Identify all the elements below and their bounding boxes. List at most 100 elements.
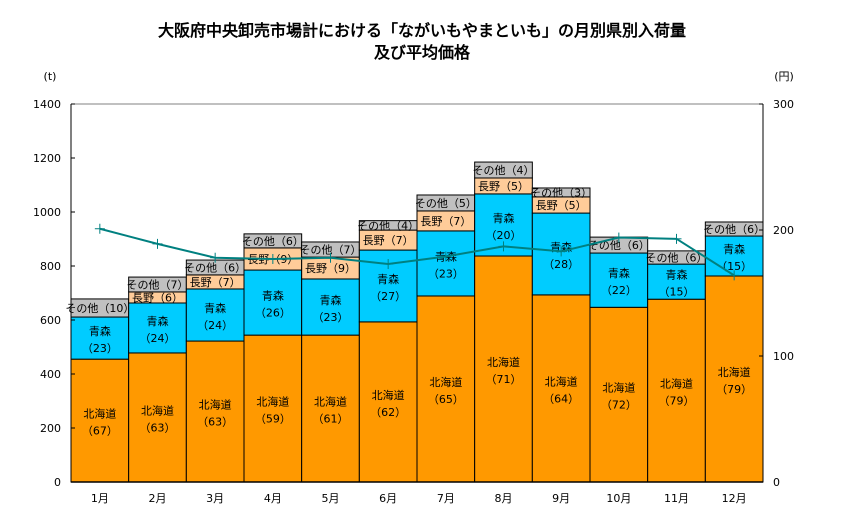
segment-label-name: 長野 xyxy=(190,276,212,289)
left-axis-tick-label: 1200 xyxy=(33,152,61,165)
segment-label-share: （5） xyxy=(500,180,529,193)
segment-label-share: （7） xyxy=(160,278,189,291)
x-axis-category-label: 3月 xyxy=(206,492,224,505)
bar-segment-1-5 xyxy=(301,334,360,483)
segment-label: その他（5） xyxy=(415,197,477,210)
segment-label: 長野（7） xyxy=(363,234,414,247)
segment-label-share: （15） xyxy=(659,286,695,299)
segment-label-name: 北海道 xyxy=(314,395,347,409)
segment-label-name: 北海道 xyxy=(83,407,116,421)
price-marker xyxy=(440,251,451,262)
right-axis-tick-label: 0 xyxy=(773,476,780,489)
x-axis-category-label: 6月 xyxy=(379,492,397,505)
segment-label-share: （63） xyxy=(140,421,176,434)
segment-label: 長野（5） xyxy=(536,199,587,212)
right-axis-unit: (円) xyxy=(774,70,794,83)
segment-label-share: （20） xyxy=(486,229,522,242)
segment-label: その他（3） xyxy=(530,186,592,199)
segment-label: その他（4） xyxy=(357,219,419,232)
segment-label-name: 北海道 xyxy=(718,365,751,379)
left-axis-tick-label: 400 xyxy=(40,368,61,381)
segment-label: 長野（6） xyxy=(132,291,183,304)
segment-label-name: その他 xyxy=(357,219,390,232)
x-axis-category-label: 11月 xyxy=(664,492,689,505)
segment-label-share: （27） xyxy=(370,290,406,303)
chart-title: 大阪府中央卸売市場計における「ながいもやまといも」の月別県別入荷量 xyxy=(158,21,686,40)
segment-label-share: （7） xyxy=(442,215,471,228)
bar-segment-1-6 xyxy=(358,321,418,483)
segment-label-name: 北海道 xyxy=(545,374,578,388)
segment-label-share: （4） xyxy=(506,164,535,177)
segment-label-share: （79） xyxy=(716,383,752,396)
segment-label-share: （23） xyxy=(313,311,349,324)
segment-label-share: （63） xyxy=(197,416,233,429)
bar-segment-1-3 xyxy=(185,340,245,483)
segment-label-share: （7） xyxy=(212,276,241,289)
bar-segment-1-8 xyxy=(474,255,533,483)
segment-label-name: 青森 xyxy=(320,293,342,307)
segment-label-name: その他 xyxy=(703,223,736,236)
right-axis-tick-label: 200 xyxy=(773,224,794,237)
segment-label-name: 長野 xyxy=(305,262,327,275)
left-axis-unit: (t) xyxy=(44,70,57,83)
bar-segment-2-3 xyxy=(185,288,245,342)
bar-segment-2-10 xyxy=(589,252,649,308)
bar-segment-1-1 xyxy=(70,358,130,483)
segment-label-name: 北海道 xyxy=(429,375,462,389)
bar-segment-2-5 xyxy=(301,278,360,336)
segment-label-share: （71） xyxy=(486,373,522,386)
segment-label-share: （23） xyxy=(82,342,118,355)
price-marker xyxy=(325,252,336,263)
segment-label: 長野（7） xyxy=(420,215,471,228)
plot-area: 北海道（67）青森（23）その他（10）北海道（63）青森（24）長野（6）その… xyxy=(33,98,794,505)
segment-label-share: （3） xyxy=(563,186,592,199)
segment-label-name: 青森 xyxy=(608,266,630,280)
segment-label: 長野（9） xyxy=(305,262,356,275)
segment-label-share: （10） xyxy=(98,302,134,315)
segment-label-share: （5） xyxy=(558,199,587,212)
segment-label-name: その他 xyxy=(473,164,506,177)
segment-label-name: 青森 xyxy=(204,301,226,315)
segment-label: その他（7） xyxy=(300,244,362,257)
bar-segment-1-9 xyxy=(531,294,591,483)
segment-label-share: （65） xyxy=(428,393,464,406)
segment-label-share: （22） xyxy=(601,284,637,297)
segment-label-share: （4） xyxy=(390,219,419,232)
price-marker xyxy=(152,238,163,249)
segment-label-name: その他 xyxy=(127,278,160,291)
segment-label-name: 青森 xyxy=(147,314,169,328)
segment-label-share: （6） xyxy=(621,239,650,252)
segment-label-share: （6） xyxy=(679,251,708,264)
segment-label-name: 長野 xyxy=(363,234,385,247)
left-axis-tick-label: 0 xyxy=(54,476,61,489)
segment-label: その他（6） xyxy=(184,261,246,274)
segment-label: その他（6） xyxy=(703,223,765,236)
price-marker xyxy=(671,233,682,244)
segment-label-name: 長野 xyxy=(536,199,558,212)
segment-label-name: 長野 xyxy=(132,291,154,304)
segment-label: その他（10） xyxy=(65,302,134,315)
bar-segment-1-12 xyxy=(704,275,764,483)
x-axis-category-label: 7月 xyxy=(437,492,455,505)
price-marker xyxy=(383,259,394,270)
bar-segment-4-8 xyxy=(474,161,533,179)
left-axis-tick-label: 200 xyxy=(40,422,61,435)
segment-label-share: （61） xyxy=(313,413,349,426)
segment-label: 長野（5） xyxy=(478,180,529,193)
x-axis-category-label: 4月 xyxy=(264,492,282,505)
segment-label-share: （64） xyxy=(543,392,579,405)
x-axis-category-label: 8月 xyxy=(495,492,513,505)
segment-label-name: 青森 xyxy=(666,268,688,282)
price-marker xyxy=(210,252,221,263)
left-axis-tick-label: 1400 xyxy=(33,98,61,111)
segment-label-name: 長野 xyxy=(478,180,500,193)
segment-label-share: （26） xyxy=(255,307,291,320)
segment-label-share: （6） xyxy=(275,235,304,248)
x-axis-category-label: 1月 xyxy=(91,492,109,505)
segment-label-name: 青森 xyxy=(89,324,111,338)
segment-label-name: その他 xyxy=(415,197,448,210)
x-axis-category-label: 9月 xyxy=(552,492,570,505)
segment-label-share: （62） xyxy=(370,406,406,419)
price-marker xyxy=(498,241,509,252)
